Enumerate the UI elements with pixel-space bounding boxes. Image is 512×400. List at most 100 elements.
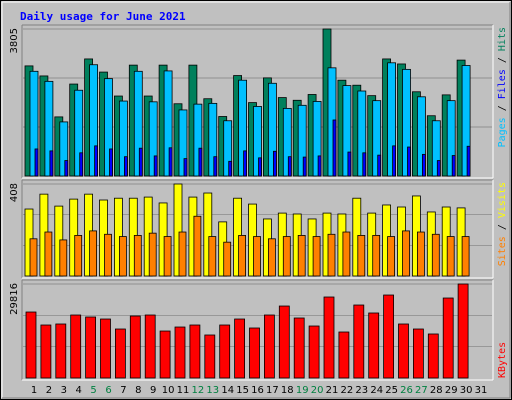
legend: Pages / Files / Hits <box>497 27 508 147</box>
x-tick-label: 20 <box>311 385 324 396</box>
bar <box>29 238 38 277</box>
bar <box>133 235 142 277</box>
x-tick-label: 1 <box>31 385 37 396</box>
bar <box>293 317 305 379</box>
bar <box>109 148 113 177</box>
bar <box>104 78 113 177</box>
bar <box>446 236 455 277</box>
bar <box>323 296 335 379</box>
bar <box>129 315 141 379</box>
x-tick-label: 27 <box>415 385 428 396</box>
bar <box>342 85 352 177</box>
x-tick-label: 22 <box>341 385 354 396</box>
bar <box>416 96 426 177</box>
bar <box>64 160 69 177</box>
bar <box>461 65 471 177</box>
bar <box>368 312 380 379</box>
bar <box>204 334 216 379</box>
bar <box>446 100 456 177</box>
legend-separator: / <box>497 218 508 236</box>
bar <box>29 70 39 177</box>
bar <box>193 103 203 177</box>
x-tick-label: 5 <box>90 385 96 396</box>
bar <box>416 231 425 277</box>
bar <box>49 150 54 177</box>
bar <box>278 305 290 379</box>
bar <box>372 100 382 177</box>
bar <box>353 304 365 379</box>
bar <box>253 236 261 277</box>
bar <box>55 323 67 379</box>
bar <box>238 79 248 177</box>
y-tick-label: 3805 <box>9 28 20 53</box>
bar <box>238 235 247 277</box>
legend-entry: Sites <box>497 236 508 266</box>
bar <box>466 145 471 177</box>
x-tick-label: 11 <box>177 385 190 396</box>
bar <box>34 148 39 177</box>
chart-title: Daily usage for June 2021 <box>20 10 186 23</box>
bar <box>427 333 439 379</box>
bar <box>124 156 128 177</box>
bar <box>357 90 367 177</box>
bar <box>25 311 37 379</box>
x-tick-label: 30 <box>460 385 473 396</box>
bar <box>297 235 306 277</box>
bar <box>79 152 84 177</box>
bar <box>70 314 82 379</box>
bar <box>168 147 173 177</box>
bar <box>258 157 262 177</box>
x-tick-label: 10 <box>162 385 175 396</box>
bar <box>421 153 426 177</box>
bar <box>392 145 397 177</box>
bar <box>219 324 231 379</box>
bar <box>431 120 441 177</box>
bar <box>104 233 112 277</box>
bar <box>208 236 217 277</box>
bar <box>431 233 440 277</box>
bar <box>138 147 143 177</box>
legend-separator: / <box>497 99 508 117</box>
bar <box>198 147 203 177</box>
x-tick-label: 18 <box>281 385 294 396</box>
x-tick-label: 24 <box>370 385 383 396</box>
bar <box>407 146 411 177</box>
bar <box>287 156 292 177</box>
bar <box>436 160 441 177</box>
legend-entry: Pages <box>497 117 508 147</box>
x-tick-label: 13 <box>206 385 219 396</box>
bar <box>174 326 186 379</box>
bar <box>44 80 54 177</box>
bar <box>234 318 246 379</box>
x-tick-label: 23 <box>355 385 368 396</box>
bar <box>297 104 307 177</box>
bar <box>377 154 382 177</box>
bar <box>100 318 111 379</box>
bar <box>461 236 470 277</box>
bar <box>457 283 469 379</box>
bar <box>347 151 352 177</box>
bar <box>267 238 276 277</box>
bar <box>282 236 291 277</box>
bar <box>94 145 98 177</box>
x-tick-label: 17 <box>266 385 279 396</box>
bar <box>89 230 97 277</box>
x-tick-label: 3 <box>61 385 67 396</box>
bar <box>398 323 409 379</box>
bar <box>253 106 262 177</box>
legend: KBytes <box>497 342 508 378</box>
bar <box>159 330 171 379</box>
x-tick-label: 14 <box>221 385 234 396</box>
bar <box>173 183 183 277</box>
bar <box>223 120 233 177</box>
bar <box>387 62 397 177</box>
legend-entry: Visits <box>497 182 508 218</box>
bar <box>249 327 260 379</box>
x-tick-label: 12 <box>192 385 205 396</box>
bar <box>263 314 275 379</box>
bar <box>59 239 68 277</box>
bar <box>89 64 98 177</box>
bar <box>228 160 233 177</box>
bar <box>203 192 213 277</box>
bar <box>402 68 411 177</box>
